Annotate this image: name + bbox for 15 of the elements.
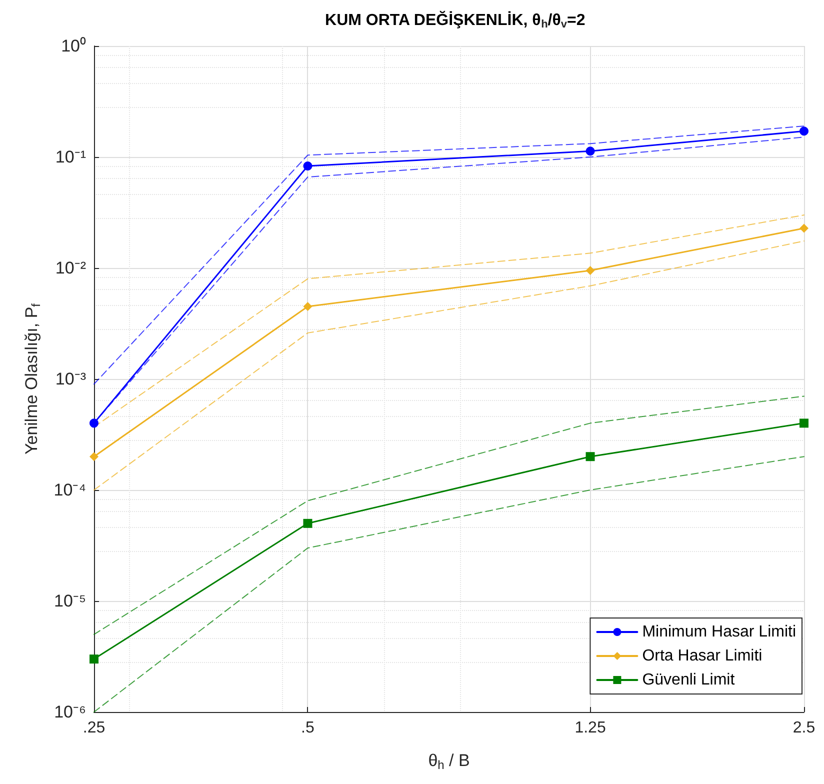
x-tick-label: .25 (82, 720, 106, 736)
y-axis-title: Yenilme Olasılığı, Pf (22, 302, 43, 455)
x-tick-label: 1.25 (574, 720, 606, 736)
x-tick-label: .5 (301, 720, 315, 736)
y-tick-label: 10⁻² (55, 258, 86, 278)
y-tick-label: 10⁰ (61, 36, 86, 56)
y-tick-label: 10⁻⁵ (54, 592, 86, 610)
x-tick-label: 2.5 (792, 720, 816, 736)
legend-label: Güvenli Limit (642, 672, 736, 688)
y-tick-label: 10⁻³ (55, 370, 86, 388)
y-tick-label: 10⁻⁴ (54, 480, 86, 500)
y-tick-label: 10⁻¹ (55, 148, 86, 166)
legend-label: Minimum Hasar Limiti (642, 624, 796, 640)
y-tick-label: 10⁻⁶ (54, 702, 86, 722)
legend-label: Orta Hasar Limiti (642, 648, 762, 664)
